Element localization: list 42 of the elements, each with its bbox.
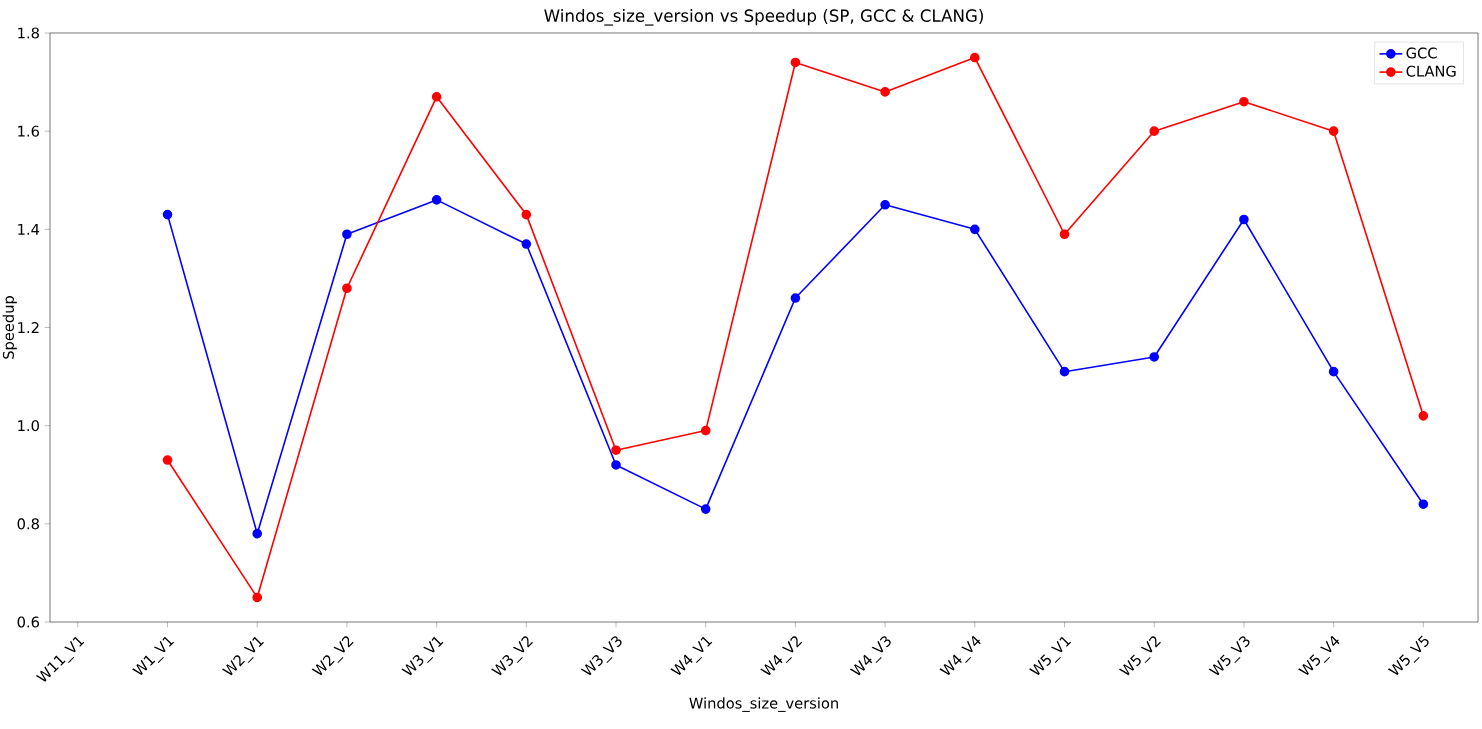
point bbox=[1149, 126, 1160, 136]
point bbox=[970, 52, 980, 63]
point bbox=[431, 92, 442, 102]
x-axis-title: Windos_size_version bbox=[689, 697, 838, 712]
point bbox=[342, 229, 352, 240]
point bbox=[162, 455, 173, 465]
point bbox=[521, 209, 532, 220]
y-tick-label: 1.0 bbox=[18, 420, 39, 432]
legend-label: GCC bbox=[1406, 47, 1437, 59]
y-tick-label: 1.2 bbox=[18, 322, 39, 333]
y-tick-label: 1.4 bbox=[18, 223, 40, 235]
point bbox=[1059, 229, 1070, 240]
point bbox=[162, 209, 173, 220]
point bbox=[252, 592, 263, 603]
point bbox=[1239, 96, 1249, 107]
y-tick-label: 0.8 bbox=[17, 518, 39, 530]
point bbox=[611, 460, 621, 470]
point bbox=[700, 425, 711, 436]
legend-label: CLANG bbox=[1406, 65, 1456, 77]
point bbox=[880, 199, 890, 210]
point bbox=[880, 87, 890, 97]
y-tick-label: 0.6 bbox=[17, 616, 40, 628]
point bbox=[700, 504, 711, 514]
point bbox=[790, 293, 801, 303]
y-tick-label: 1.8 bbox=[18, 27, 39, 39]
point bbox=[431, 195, 442, 205]
point bbox=[1418, 499, 1429, 509]
point bbox=[1149, 352, 1160, 362]
point bbox=[970, 224, 980, 235]
point bbox=[1418, 411, 1429, 421]
point bbox=[790, 57, 801, 68]
point bbox=[1239, 214, 1249, 225]
point bbox=[1059, 366, 1070, 377]
point bbox=[1328, 366, 1339, 377]
point bbox=[521, 239, 532, 249]
y-axis-title: Speedup bbox=[2, 296, 17, 359]
point bbox=[1328, 126, 1339, 136]
point bbox=[252, 528, 263, 539]
point bbox=[342, 283, 352, 294]
chart-title: Windos_size_version vs Speedup (SP, GCC & CLANG) bbox=[544, 9, 983, 26]
point bbox=[611, 445, 621, 456]
y-tick-label: 1.6 bbox=[18, 125, 40, 137]
